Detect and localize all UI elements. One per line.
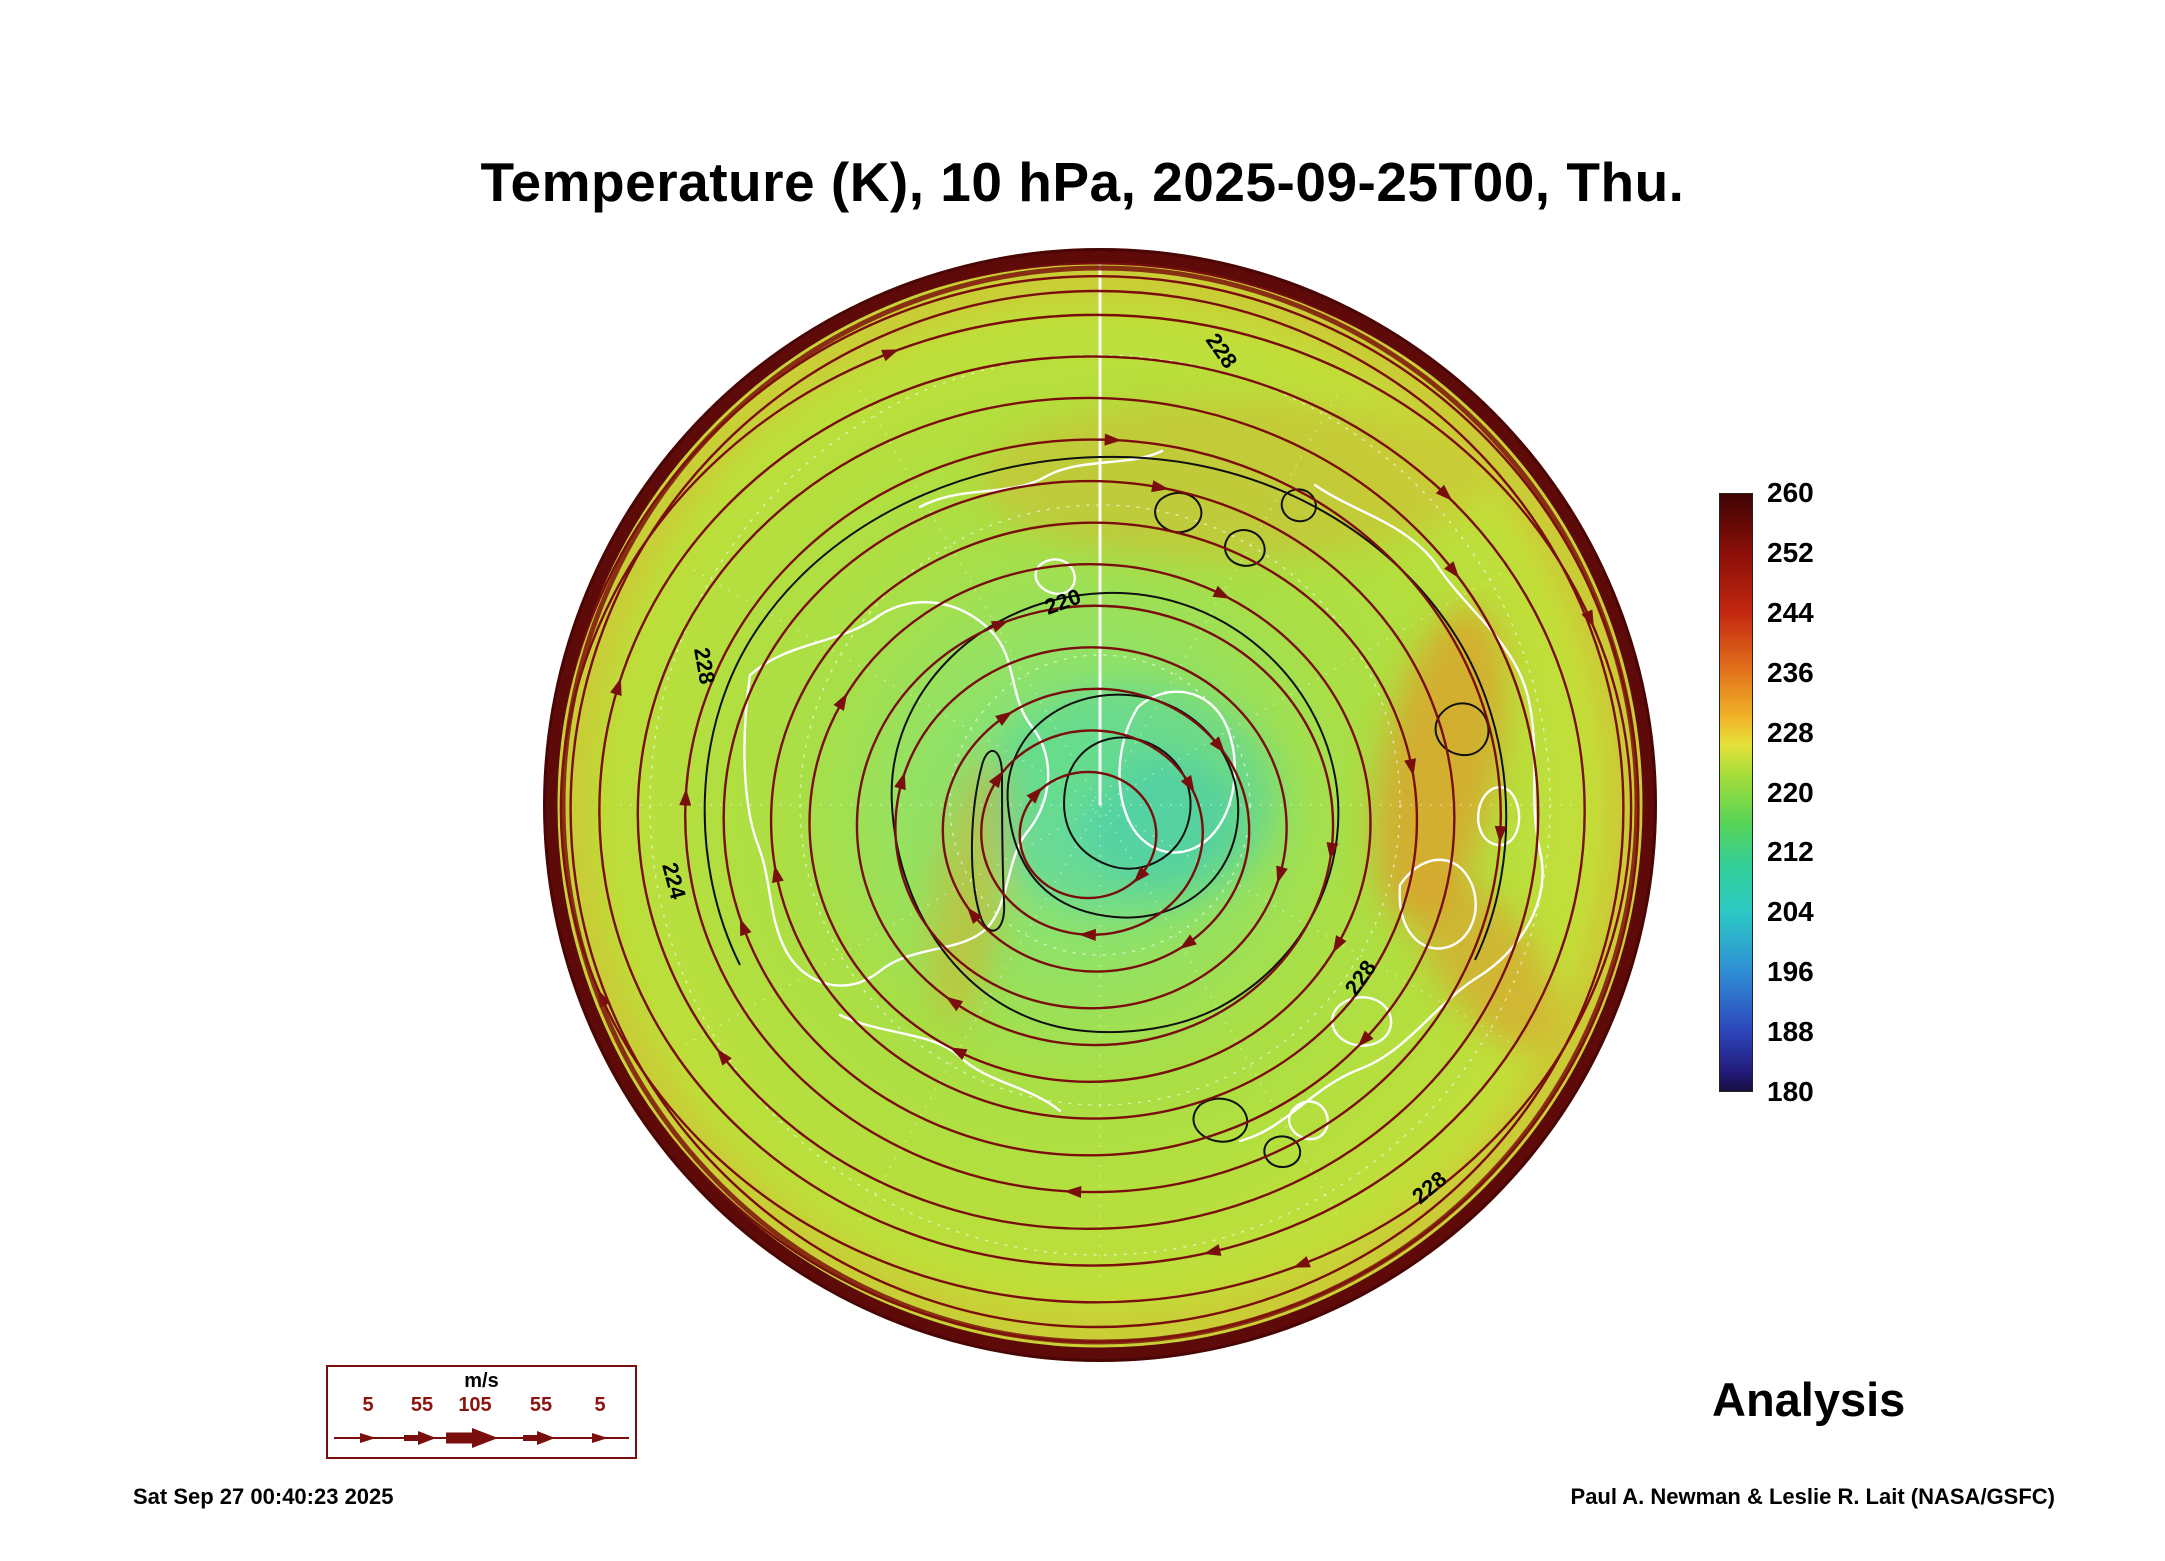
wind-legend-units: m/s bbox=[464, 1370, 499, 1392]
credit-line: Paul A. Newman & Leslie R. Lait (NASA/GS… bbox=[1570, 1484, 2055, 1509]
colorbar-tick: 196 bbox=[1767, 956, 1814, 988]
colorbar-tick: 204 bbox=[1767, 896, 1814, 928]
colorbar-ticks: 260 252 244 236 228 220 212 204 196 188 … bbox=[1767, 477, 1877, 1107]
wind-legend-value: 5 bbox=[594, 1394, 606, 1416]
colorbar-tick: 260 bbox=[1767, 477, 1814, 508]
wind-barb-scale-icon bbox=[334, 1428, 629, 1448]
warm-rim-ring bbox=[543, 248, 1657, 1362]
colorbar-tick: 252 bbox=[1767, 536, 1814, 568]
temperature-contours bbox=[703, 455, 1508, 1168]
wind-legend-value: 105 bbox=[458, 1394, 492, 1416]
wind-legend-value: 55 bbox=[410, 1394, 434, 1416]
colorbar-tick: 180 bbox=[1767, 1076, 1814, 1107]
colorbar bbox=[1719, 493, 1753, 1092]
colorbar-tick: 228 bbox=[1767, 716, 1814, 748]
wind-legend-value: 5 bbox=[362, 1394, 374, 1416]
polar-map: 228 220 228 224 228 228 bbox=[540, 245, 1660, 1365]
polar-map-svg: 228 220 228 224 228 228 bbox=[543, 248, 1657, 1362]
analysis-label: Analysis bbox=[1712, 1373, 1906, 1426]
page-title: Temperature (K), 10 hPa, 2025-09-25T00, … bbox=[480, 151, 1685, 213]
colorbar-tick: 188 bbox=[1767, 1016, 1814, 1048]
generated-timestamp: Sat Sep 27 00:40:23 2025 bbox=[133, 1484, 394, 1509]
colorbar-tick: 220 bbox=[1767, 776, 1814, 808]
colorbar-tick: 236 bbox=[1767, 656, 1814, 688]
wind-legend-value: 55 bbox=[529, 1394, 553, 1416]
colorbar-tick: 244 bbox=[1767, 596, 1814, 628]
colorbar-tick: 212 bbox=[1767, 836, 1814, 868]
graticule bbox=[620, 249, 1580, 1285]
wind-speed-legend: m/s 5 55 105 55 5 bbox=[326, 1365, 637, 1459]
